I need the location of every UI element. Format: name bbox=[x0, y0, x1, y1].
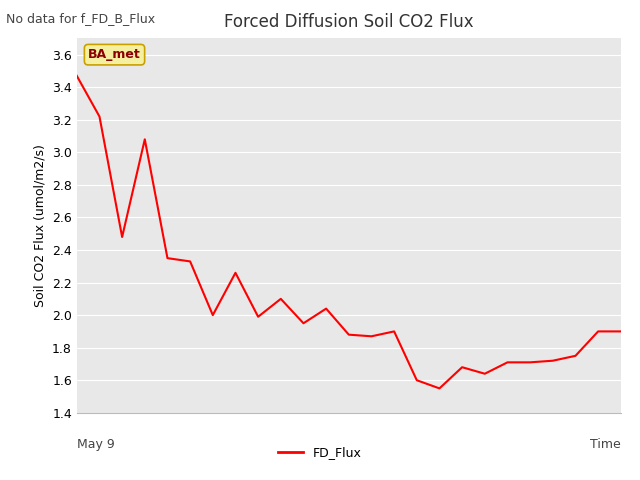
Text: No data for f_FD_B_Flux: No data for f_FD_B_Flux bbox=[6, 12, 156, 25]
Legend: FD_Flux: FD_Flux bbox=[273, 441, 367, 464]
Y-axis label: Soil CO2 Flux (umol/m2/s): Soil CO2 Flux (umol/m2/s) bbox=[33, 144, 47, 307]
Text: May 9: May 9 bbox=[77, 438, 115, 451]
Text: BA_met: BA_met bbox=[88, 48, 141, 61]
Text: Time: Time bbox=[590, 438, 621, 451]
Title: Forced Diffusion Soil CO2 Flux: Forced Diffusion Soil CO2 Flux bbox=[224, 13, 474, 31]
